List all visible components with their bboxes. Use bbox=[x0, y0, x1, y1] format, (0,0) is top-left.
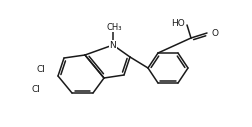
Text: HO: HO bbox=[171, 19, 185, 28]
Text: N: N bbox=[110, 41, 116, 50]
Text: Cl: Cl bbox=[32, 85, 40, 94]
Text: CH₃: CH₃ bbox=[106, 22, 122, 31]
Text: Cl: Cl bbox=[37, 66, 45, 75]
Text: O: O bbox=[212, 28, 219, 37]
